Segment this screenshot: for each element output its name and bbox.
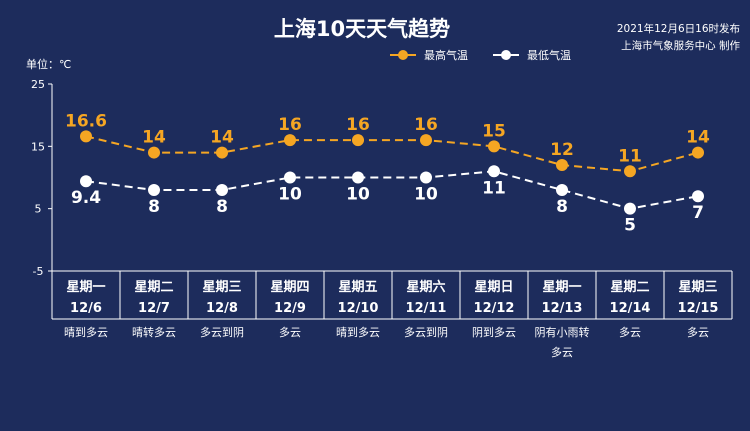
low-temp-point <box>80 175 92 188</box>
low-temp-label: 11 <box>482 178 506 198</box>
day-weekday: 星期二 <box>134 280 173 295</box>
day-weather: 多云 <box>687 325 709 339</box>
y-tick-label: 25 <box>31 78 45 91</box>
series-lines <box>85 135 699 210</box>
day-weekday: 星期一 <box>542 280 581 295</box>
publisher: 上海市气象服务中心 制作 <box>621 39 740 52</box>
legend-high-label: 最高气温 <box>424 48 468 62</box>
high-temp-line <box>85 135 699 173</box>
low-temp-label: 10 <box>414 185 438 205</box>
high-temp-point <box>692 146 704 159</box>
day-weather: 多云 <box>279 325 301 339</box>
high-temp-label: 15 <box>482 121 506 141</box>
day-date: 12/9 <box>274 301 306 316</box>
day-date: 12/14 <box>610 301 651 316</box>
day-weather: 多云到阴 <box>200 325 244 339</box>
high-temp-point <box>624 165 636 178</box>
day-date: 12/11 <box>406 301 447 316</box>
day-weekday: 星期一 <box>66 280 105 295</box>
low-temp-point <box>624 202 636 215</box>
legend-low-label: 最低气温 <box>527 48 571 62</box>
low-temp-label: 7 <box>692 203 704 223</box>
high-temp-label: 14 <box>686 128 710 148</box>
high-temp-point <box>420 134 432 147</box>
legend-low-marker <box>501 50 511 60</box>
day-table: 星期一 12/6 晴到多云 星期二 12/7 晴转多云 星期三 12/8 多云到阴 星期四 12/9… <box>51 270 733 359</box>
day-date: 12/6 <box>70 301 102 316</box>
high-temp-point <box>284 134 296 147</box>
high-temp-point <box>216 146 228 159</box>
day-date: 12/7 <box>138 301 170 316</box>
day-weather: 多云到阴 <box>404 325 448 339</box>
day-weekday: 星期六 <box>406 279 445 295</box>
unit-label: 单位：℃ <box>26 57 71 71</box>
low-temp-point <box>488 165 500 178</box>
high-temp-point <box>556 159 568 172</box>
high-temp-label: 16 <box>278 115 302 135</box>
low-temp-label: 8 <box>148 197 160 217</box>
chart-title: 上海10天天气趋势 <box>274 17 450 41</box>
high-temp-label: 14 <box>142 128 166 148</box>
low-temp-label: 10 <box>278 185 302 205</box>
high-temp-label: 16.6 <box>65 111 107 131</box>
low-temp-label: 9.4 <box>71 188 101 208</box>
day-weekday: 星期三 <box>202 280 241 295</box>
day-weekday: 星期二 <box>610 280 649 295</box>
y-tick-label: 5 <box>35 203 42 216</box>
day-date: 12/12 <box>474 301 515 316</box>
high-temp-point <box>80 130 92 143</box>
low-temp-label: 8 <box>556 197 568 217</box>
high-temp-point <box>148 146 160 159</box>
day-date: 12/13 <box>542 301 583 316</box>
series-points <box>80 130 704 215</box>
day-date: 12/8 <box>206 301 238 316</box>
low-temp-point <box>556 183 568 196</box>
day-weekday: 星期五 <box>338 280 377 295</box>
day-date: 12/15 <box>678 301 719 316</box>
high-temp-label: 14 <box>210 128 234 148</box>
series-labels: 16.6 14 14 16 16 16 15 12 11 14 9.4 8 8 10 10 10 11 8 5 7 <box>65 111 710 235</box>
legend: 最高气温 最低气温 <box>390 48 571 62</box>
publish-info: 2021年12月6日16时发布 <box>617 22 740 35</box>
low-temp-point <box>216 183 228 196</box>
y-tick-label: -5 <box>33 265 44 278</box>
y-tick-label: 15 <box>31 140 45 153</box>
day-weekday: 星期三 <box>678 280 717 295</box>
low-temp-point <box>420 171 432 184</box>
low-temp-point <box>692 190 704 203</box>
low-temp-point <box>352 171 364 184</box>
y-axis-ticks: 25 15 5 -5 <box>31 78 52 278</box>
low-temp-label: 5 <box>624 216 636 236</box>
day-weather: 晴转多云 <box>132 325 176 339</box>
day-weather: 晴到多云 <box>64 325 108 339</box>
low-temp-point <box>148 183 160 196</box>
day-weather: 阴有小雨转多云 <box>535 325 590 359</box>
high-temp-point <box>488 140 500 153</box>
day-date: 12/10 <box>338 301 379 316</box>
day-weather: 阴到多云 <box>472 325 516 339</box>
low-temp-line <box>85 170 699 210</box>
high-temp-label: 12 <box>550 140 574 160</box>
legend-high-marker <box>398 50 408 60</box>
high-temp-point <box>352 134 364 147</box>
low-temp-label: 10 <box>346 185 370 205</box>
low-temp-label: 8 <box>216 197 228 217</box>
day-weekday: 星期日 <box>474 280 513 295</box>
day-weather: 多云 <box>619 325 641 339</box>
high-temp-label: 16 <box>346 115 370 135</box>
day-weather: 晴到多云 <box>336 325 380 339</box>
high-temp-label: 11 <box>618 146 642 166</box>
low-temp-point <box>284 171 296 184</box>
day-weekday: 星期四 <box>270 280 309 295</box>
high-temp-label: 16 <box>414 115 438 135</box>
